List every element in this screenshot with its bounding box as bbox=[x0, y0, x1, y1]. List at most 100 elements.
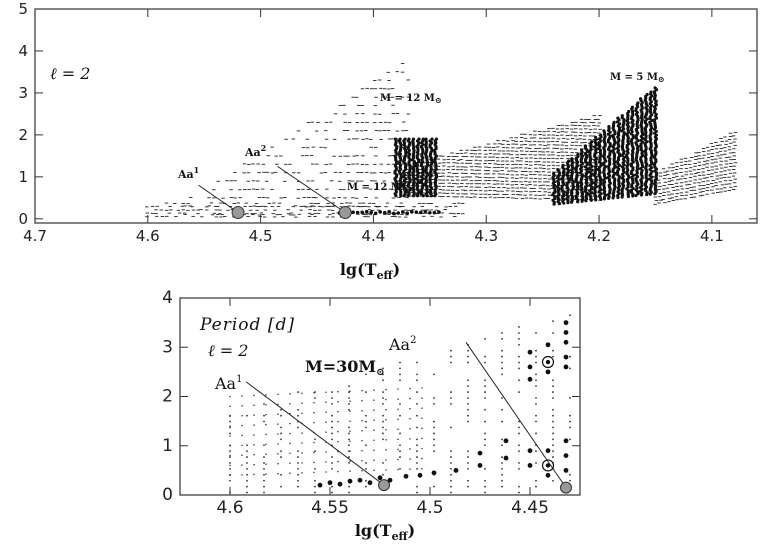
bottom-data-point bbox=[518, 467, 520, 470]
bottom-data-point bbox=[361, 399, 363, 402]
top-aa2-label: Aa2 bbox=[244, 143, 266, 159]
top-data-point bbox=[648, 177, 652, 181]
bottom-data-point bbox=[409, 407, 411, 410]
bottom-data-point bbox=[535, 462, 537, 464]
top-mass-12-upper-label: M = 12 M⊙ bbox=[380, 93, 442, 105]
top-data-point bbox=[417, 137, 421, 141]
top-data-point bbox=[430, 137, 434, 141]
bottom-data-point bbox=[263, 491, 265, 494]
bottom-data-point bbox=[365, 479, 367, 482]
bottom-data-point bbox=[289, 462, 291, 465]
bottom-big-point bbox=[527, 376, 533, 382]
bottom-data-point bbox=[314, 438, 316, 441]
bottom-data-point bbox=[399, 456, 401, 458]
bottom-data-point bbox=[337, 430, 339, 433]
bottom-data-point bbox=[484, 385, 486, 388]
bottom-data-point bbox=[265, 394, 267, 396]
bottom-data-point bbox=[552, 355, 554, 358]
bottom-data-point bbox=[331, 397, 333, 399]
bottom-data-point bbox=[313, 451, 315, 454]
bottom-data-point bbox=[365, 426, 367, 429]
bottom-data-point bbox=[501, 479, 503, 482]
bottom-data-point bbox=[325, 421, 327, 423]
bottom-data-point bbox=[535, 414, 537, 417]
bottom-data-point bbox=[421, 437, 423, 440]
bottom-data-point bbox=[241, 405, 243, 407]
bottom-data-point bbox=[416, 485, 418, 488]
bottom-data-point bbox=[253, 394, 255, 397]
bottom-x-tick-label: 4.6 bbox=[216, 498, 243, 518]
bottom-data-point bbox=[246, 456, 248, 458]
bottom-data-point bbox=[409, 468, 411, 470]
bottom-data-point bbox=[450, 473, 452, 476]
bottom-data-point bbox=[349, 420, 351, 422]
bottom-data-point bbox=[450, 361, 452, 364]
bottom-data-point bbox=[535, 373, 537, 376]
top-y-tick-label: 3 bbox=[18, 84, 28, 102]
bottom-data-point bbox=[450, 462, 452, 464]
bottom-data-point bbox=[373, 459, 375, 462]
bottom-data-point bbox=[416, 426, 418, 429]
bottom-data-point bbox=[552, 414, 554, 417]
bottom-data-point bbox=[301, 392, 303, 395]
top-data-point bbox=[588, 170, 592, 174]
bottom-data-point bbox=[297, 467, 299, 470]
bottom-y-tick-label: 4 bbox=[162, 288, 173, 308]
top-x-tick-label: 4.3 bbox=[474, 227, 498, 245]
bottom-big-point bbox=[527, 448, 533, 454]
bottom-data-point bbox=[365, 373, 367, 376]
bottom-data-point bbox=[348, 491, 350, 494]
bottom-aa2-label: Aa2 bbox=[388, 335, 416, 354]
top-plot-frame bbox=[34, 8, 758, 224]
bottom-data-point bbox=[280, 432, 282, 435]
bottom-y-tick-label: 2 bbox=[162, 387, 173, 407]
bottom-data-point bbox=[409, 417, 411, 420]
top-data-point bbox=[421, 137, 425, 141]
bottom-data-point bbox=[450, 450, 452, 453]
bottom-data-point bbox=[409, 458, 411, 460]
top-mass-5-label: M = 5 M⊙ bbox=[610, 72, 665, 84]
bottom-data-point bbox=[399, 367, 401, 370]
bottom-data-point bbox=[373, 439, 375, 442]
bottom-data-point bbox=[535, 432, 537, 435]
bottom-data-point bbox=[382, 402, 384, 405]
bottom-data-point bbox=[349, 450, 351, 452]
bottom-data-point bbox=[382, 438, 384, 441]
bottom-data-point bbox=[450, 355, 452, 358]
bottom-data-point bbox=[535, 355, 537, 358]
bottom-big-point bbox=[503, 438, 509, 444]
top-data-point bbox=[588, 193, 592, 197]
bottom-data-point bbox=[450, 467, 452, 470]
bottom-data-point bbox=[337, 390, 339, 393]
top-data-point bbox=[594, 135, 598, 140]
bottom-big-point bbox=[417, 472, 423, 478]
bottom-data-point bbox=[289, 452, 291, 455]
top-data-point bbox=[355, 210, 360, 215]
bottom-data-point bbox=[241, 395, 243, 397]
bottom-data-point bbox=[501, 373, 503, 376]
bottom-data-point bbox=[373, 469, 375, 472]
bottom-data-point bbox=[349, 430, 351, 432]
bottom-data-point bbox=[229, 444, 231, 447]
top-data-point bbox=[634, 193, 638, 198]
bottom-data-point bbox=[484, 361, 486, 364]
bottom-data-point bbox=[253, 473, 255, 476]
bottom-data-point bbox=[552, 432, 554, 435]
top-data-point bbox=[613, 171, 617, 175]
bottom-data-point bbox=[361, 429, 363, 432]
bottom-big-point bbox=[527, 463, 533, 468]
bottom-data-point bbox=[433, 426, 435, 429]
bottom-data-point bbox=[277, 462, 279, 465]
bottom-data-point bbox=[229, 479, 231, 482]
bottom-data-point bbox=[229, 467, 231, 470]
bottom-circled-point bbox=[541, 355, 555, 369]
bottom-data-point bbox=[373, 449, 375, 452]
bottom-data-point bbox=[382, 426, 384, 429]
top-data-point bbox=[645, 92, 649, 97]
top-x-tick-label: 4.4 bbox=[362, 227, 386, 245]
bottom-data-point bbox=[348, 462, 350, 464]
top-x-tick-label: 4.1 bbox=[700, 227, 724, 245]
top-data-point bbox=[423, 209, 428, 214]
bottom-data-point bbox=[229, 425, 231, 427]
bottom-data-point bbox=[518, 450, 520, 453]
